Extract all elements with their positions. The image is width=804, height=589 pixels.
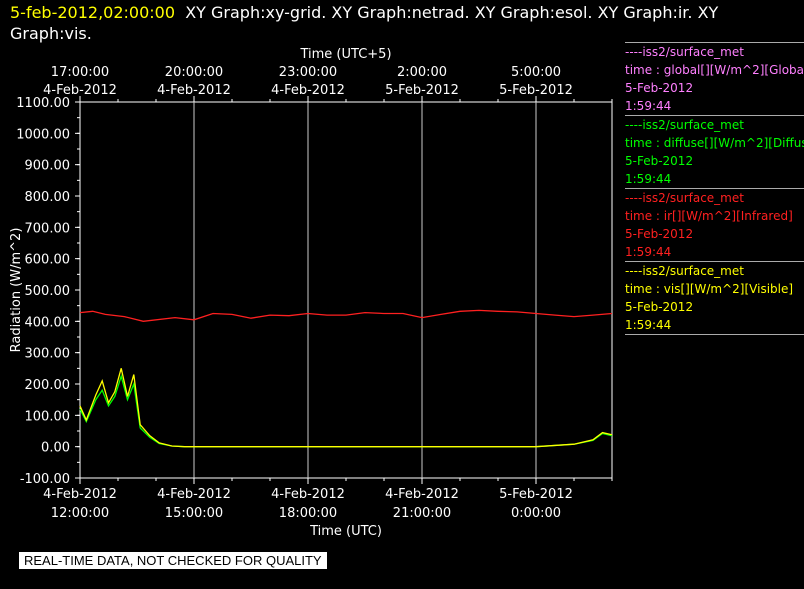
x-tick-date: 4-Feb-2012 (271, 487, 345, 502)
x2-tick-date: 4-Feb-2012 (43, 83, 117, 98)
y-tick-label: 600.00 (25, 253, 71, 268)
y-tick-label: 500.00 (25, 284, 71, 299)
y-tick-label: -100.00 (20, 472, 70, 487)
quality-notice: REAL-TIME DATA, NOT CHECKED FOR QUALITY (19, 552, 327, 569)
y-tick-label: 100.00 (25, 409, 71, 424)
legend-source: ----iss2/surface_met (625, 45, 744, 59)
x2-tick-time: 5:00:00 (511, 65, 561, 80)
plot-frame (79, 101, 613, 479)
legend-date: 5-Feb-2012 (625, 227, 694, 241)
x-tick-time: 18:00:00 (279, 506, 337, 521)
y-tick-label: 400.00 (25, 315, 71, 330)
x2-tick-time: 23:00:00 (279, 65, 337, 80)
series-line-diffuse (79, 373, 613, 448)
title-date: 5-feb-2012,02:00:00 (10, 3, 176, 22)
legend-source: ----iss2/surface_met (625, 264, 744, 278)
series-line-vis (79, 368, 613, 448)
x2-tick-time: 17:00:00 (51, 65, 109, 80)
x2-tick-date: 5-Feb-2012 (499, 83, 573, 98)
y-tick-label: 700.00 (25, 221, 71, 236)
legend-label: time : global[][W/m^2][Global (625, 63, 804, 77)
legend-time: 1:59:44 (625, 318, 672, 332)
y-tick-label: 1000.00 (16, 127, 70, 142)
legend-source: ----iss2/surface_met (625, 118, 744, 132)
legend-label: time : ir[][W/m^2][Infrared] (625, 209, 793, 223)
legend-end-divider (625, 334, 804, 335)
x-tick-date: 5-Feb-2012 (499, 487, 573, 502)
x2-tick-time: 2:00:00 (397, 65, 447, 80)
x-tick-time: 21:00:00 (393, 506, 451, 521)
legend-time: 1:59:44 (625, 245, 672, 259)
x2-tick-time: 20:00:00 (165, 65, 223, 80)
legend-date: 5-Feb-2012 (625, 81, 694, 95)
legend-date: 5-Feb-2012 (625, 154, 694, 168)
y-tick-label: 900.00 (25, 159, 71, 174)
x2-axis-label: Time (UTC+5) (299, 47, 391, 62)
title-graphs: XY Graph:xy-grid. XY Graph:netrad. XY Gr… (10, 3, 719, 43)
x-tick-date: 4-Feb-2012 (43, 487, 117, 502)
x-tick-date: 4-Feb-2012 (385, 487, 459, 502)
legend-label: time : diffuse[][W/m^2][Diffus (625, 136, 804, 150)
legend-label: time : vis[][W/m^2][Visible] (625, 282, 794, 296)
legend-time: 1:59:44 (625, 99, 672, 113)
x2-tick-date: 4-Feb-2012 (271, 83, 345, 98)
y-tick-label: 0.00 (41, 441, 70, 456)
x-tick-date: 4-Feb-2012 (157, 487, 231, 502)
x-tick-time: 0:00:00 (511, 506, 561, 521)
series-line-ir (79, 309, 613, 322)
chart-title: 5-feb-2012,02:00:00 XY Graph:xy-grid. XY… (10, 2, 800, 44)
y-tick-label: 300.00 (25, 347, 71, 362)
x-axis-label: Time (UTC) (309, 524, 382, 539)
x-tick-time: 12:00:00 (51, 506, 109, 521)
legend-source: ----iss2/surface_met (625, 191, 744, 205)
y-tick-label: 1100.00 (16, 96, 70, 111)
y-tick-label: 800.00 (25, 190, 71, 205)
y-tick-label: 200.00 (25, 378, 71, 393)
x2-tick-date: 4-Feb-2012 (157, 83, 231, 98)
legend-date: 5-Feb-2012 (625, 300, 694, 314)
x2-tick-date: 5-Feb-2012 (385, 83, 459, 98)
x-tick-time: 15:00:00 (165, 506, 223, 521)
y-axis-label: Radiation (W/m^2) (9, 228, 24, 353)
legend-time: 1:59:44 (625, 172, 672, 186)
